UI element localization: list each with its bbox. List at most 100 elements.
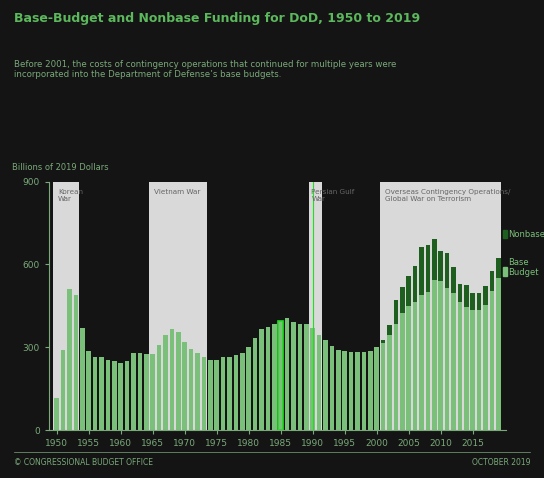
Bar bbox=[106, 360, 110, 430]
Bar bbox=[99, 357, 104, 430]
Bar bbox=[393, 300, 398, 324]
Bar bbox=[451, 267, 456, 293]
Bar bbox=[471, 310, 475, 430]
Bar bbox=[483, 304, 488, 430]
Bar bbox=[119, 362, 123, 430]
Bar bbox=[432, 280, 436, 430]
Bar bbox=[374, 348, 379, 430]
Bar bbox=[54, 399, 59, 430]
Bar bbox=[214, 360, 219, 430]
Bar bbox=[380, 182, 502, 430]
Bar bbox=[381, 343, 385, 430]
Bar bbox=[61, 350, 65, 430]
Bar bbox=[387, 325, 392, 335]
Bar bbox=[92, 357, 97, 430]
Text: Base
Budget: Base Budget bbox=[508, 258, 539, 277]
Bar bbox=[279, 321, 283, 430]
Bar bbox=[323, 340, 327, 430]
Bar bbox=[67, 289, 72, 430]
Bar bbox=[362, 352, 366, 430]
Bar bbox=[157, 345, 162, 430]
Bar bbox=[381, 340, 385, 343]
Text: Persian Gulf
War: Persian Gulf War bbox=[311, 189, 355, 202]
Bar bbox=[413, 266, 417, 302]
Bar bbox=[503, 230, 506, 238]
Bar bbox=[208, 360, 213, 430]
Bar bbox=[393, 324, 398, 430]
Bar bbox=[496, 278, 500, 430]
Bar bbox=[438, 251, 443, 281]
Bar bbox=[195, 353, 200, 430]
Text: Korean
War: Korean War bbox=[58, 189, 83, 202]
Bar bbox=[182, 342, 187, 430]
Bar bbox=[80, 328, 84, 430]
Bar bbox=[458, 302, 462, 430]
Bar bbox=[150, 354, 155, 430]
Bar bbox=[464, 307, 468, 430]
Bar bbox=[112, 361, 116, 430]
Bar bbox=[387, 335, 392, 430]
Bar bbox=[490, 271, 494, 291]
Bar bbox=[406, 306, 411, 430]
Bar bbox=[400, 287, 405, 313]
Bar bbox=[86, 351, 91, 430]
Text: Nonbase: Nonbase bbox=[508, 229, 544, 239]
Text: Before 2001, the costs of contingency operations that continued for multiple yea: Before 2001, the costs of contingency op… bbox=[14, 60, 396, 79]
Text: Base-Budget and Nonbase Funding for DoD, 1950 to 2019: Base-Budget and Nonbase Funding for DoD,… bbox=[14, 12, 420, 25]
Bar bbox=[451, 293, 456, 430]
Bar bbox=[227, 357, 232, 430]
Bar bbox=[163, 335, 168, 430]
Bar bbox=[53, 182, 79, 430]
Bar bbox=[355, 352, 360, 430]
Bar bbox=[221, 357, 225, 430]
Bar bbox=[368, 351, 373, 430]
Bar bbox=[496, 259, 500, 278]
Bar bbox=[336, 349, 341, 430]
Bar bbox=[253, 337, 257, 430]
Text: Billions of 2019 Dollars: Billions of 2019 Dollars bbox=[13, 163, 109, 172]
Bar bbox=[490, 291, 494, 430]
Text: Overseas Contingency Operations/
Global War on Terrorism: Overseas Contingency Operations/ Global … bbox=[385, 189, 510, 202]
Bar bbox=[330, 346, 334, 430]
Bar bbox=[477, 293, 481, 310]
Bar bbox=[310, 182, 322, 430]
Bar bbox=[413, 302, 417, 430]
Bar bbox=[279, 321, 283, 430]
Bar bbox=[291, 323, 296, 430]
Text: Vietnam War: Vietnam War bbox=[154, 189, 200, 195]
Bar bbox=[400, 313, 405, 430]
Bar bbox=[125, 361, 129, 430]
Bar bbox=[342, 351, 347, 430]
Bar bbox=[73, 295, 78, 430]
Bar bbox=[477, 310, 481, 430]
Bar bbox=[310, 328, 315, 430]
Bar bbox=[150, 182, 207, 430]
Bar bbox=[240, 353, 245, 430]
Bar bbox=[464, 285, 468, 307]
Bar bbox=[131, 353, 136, 430]
Bar bbox=[298, 324, 302, 430]
Bar bbox=[201, 357, 206, 430]
Bar bbox=[285, 318, 289, 430]
Bar bbox=[349, 352, 354, 430]
Bar bbox=[406, 275, 411, 306]
Bar bbox=[425, 245, 430, 292]
Bar bbox=[438, 281, 443, 430]
Text: © CONGRESSIONAL BUDGET OFFICE: © CONGRESSIONAL BUDGET OFFICE bbox=[14, 458, 153, 467]
Bar bbox=[144, 354, 149, 430]
Bar bbox=[233, 355, 238, 430]
Bar bbox=[445, 288, 449, 430]
Bar bbox=[246, 347, 251, 430]
Bar bbox=[176, 332, 181, 430]
Bar bbox=[259, 329, 264, 430]
Bar bbox=[317, 335, 322, 430]
Bar bbox=[471, 293, 475, 310]
Bar bbox=[138, 353, 142, 430]
Bar bbox=[170, 329, 174, 430]
Bar bbox=[419, 295, 424, 430]
Bar bbox=[189, 349, 193, 430]
Text: OCTOBER 2019: OCTOBER 2019 bbox=[472, 458, 530, 467]
Bar bbox=[432, 239, 436, 280]
Bar bbox=[272, 324, 276, 430]
Bar bbox=[304, 324, 308, 430]
